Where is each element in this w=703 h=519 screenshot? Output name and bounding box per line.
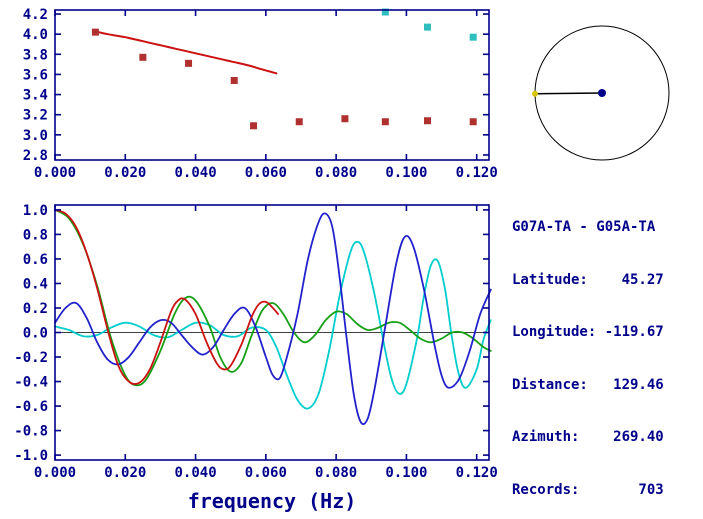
measurement-squares-cyan-marker <box>424 23 432 31</box>
measurement-squares-red-marker <box>341 115 349 123</box>
x-tick-label: 0.100 <box>385 165 427 181</box>
y-tick-label: -0.2 <box>14 350 48 366</box>
measurement-squares-red-marker <box>185 59 193 67</box>
info-line-latitude: Latitude: 45.27 <box>512 271 664 288</box>
measurement-squares-red-marker <box>295 118 303 126</box>
measurement-squares-red-marker <box>230 76 238 84</box>
remote-station-dot <box>532 90 539 97</box>
measurement-squares-red-marker <box>469 118 477 126</box>
x-tick-label: 0.120 <box>456 165 498 181</box>
y-tick-label: 0.6 <box>23 252 48 268</box>
y-tick-label: 0.2 <box>23 301 48 317</box>
x-tick-label: 0.040 <box>174 465 216 481</box>
x-tick-label: 0.080 <box>315 165 357 181</box>
waveform-chart: 0.000 0.020 0.040 0.060 0.080 0.100 0.120 1.0 0.… <box>14 203 498 513</box>
y-tick-label: -0.6 <box>14 399 48 415</box>
x-tick-label: 0.040 <box>174 165 216 181</box>
waveform-blue <box>54 212 492 426</box>
y-tick-label: 3.6 <box>23 67 48 83</box>
waveform-red <box>54 209 279 385</box>
measurement-squares-cyan-marker <box>381 8 389 16</box>
dispersion-chart: 0.000 0.020 0.040 0.060 0.080 0.100 0.120 4.2 4.… <box>23 7 498 181</box>
y-tick-label: 0.4 <box>23 276 48 292</box>
waveform-green <box>54 209 492 387</box>
dispersion-curve-red <box>92 30 278 75</box>
measurement-squares-red-marker <box>424 117 432 125</box>
info-line-records: Records: 703 <box>512 481 664 498</box>
y-tick-label: 2.8 <box>23 148 48 164</box>
x-tick-label: 0.020 <box>104 465 146 481</box>
x-tick-label: 0.120 <box>456 465 498 481</box>
x-tick-label: 0.080 <box>315 465 357 481</box>
y-tick-label: -0.8 <box>14 424 48 440</box>
measurement-squares-red-marker <box>250 122 258 130</box>
measurement-squares-cyan-marker <box>469 33 477 41</box>
waveform-cyan <box>54 240 492 410</box>
y-tick-label: 0.0 <box>23 326 48 342</box>
y-tick-label: -0.4 <box>14 375 48 391</box>
station-info-panel: G07A-TA - G05A-TA Latitude: 45.27 Longit… <box>512 184 664 519</box>
y-tick-label: 0.8 <box>23 227 48 243</box>
y-tick-label: 4.0 <box>23 27 48 43</box>
x-tick-label: 0.060 <box>245 465 287 481</box>
info-line-longitude: Longitude: -119.67 <box>512 324 664 340</box>
y-tick-label: 3.2 <box>23 108 48 124</box>
y-tick-label: 3.4 <box>23 88 48 104</box>
center-station-dot <box>598 89 606 97</box>
x-tick-label: 0.100 <box>385 465 427 481</box>
measurement-squares-red-marker <box>381 118 389 126</box>
y-tick-label: -1.0 <box>14 448 48 464</box>
y-tick-label: 3.0 <box>23 128 48 144</box>
x-axis-label: frequency (Hz) <box>188 489 357 513</box>
station-pair-title: G07A-TA - G05A-TA <box>512 219 656 235</box>
x-tick-label: 0.060 <box>245 165 287 181</box>
y-tick-label: 4.2 <box>23 7 48 23</box>
x-tick-label: 0.000 <box>34 465 76 481</box>
azimuth-dial <box>532 25 670 161</box>
info-line-distance: Distance: 129.46 <box>512 376 664 393</box>
measurement-squares-red-marker <box>91 28 99 36</box>
y-tick-label: 1.0 <box>23 203 48 219</box>
measurement-squares-red-marker <box>139 53 147 61</box>
x-tick-label: 0.000 <box>34 165 76 181</box>
info-line-azimuth: Azimuth: 269.40 <box>512 429 664 445</box>
y-tick-label: 3.8 <box>23 47 48 63</box>
azimuth-line <box>534 92 603 95</box>
plot-frame <box>54 9 490 161</box>
x-tick-label: 0.020 <box>104 165 146 181</box>
